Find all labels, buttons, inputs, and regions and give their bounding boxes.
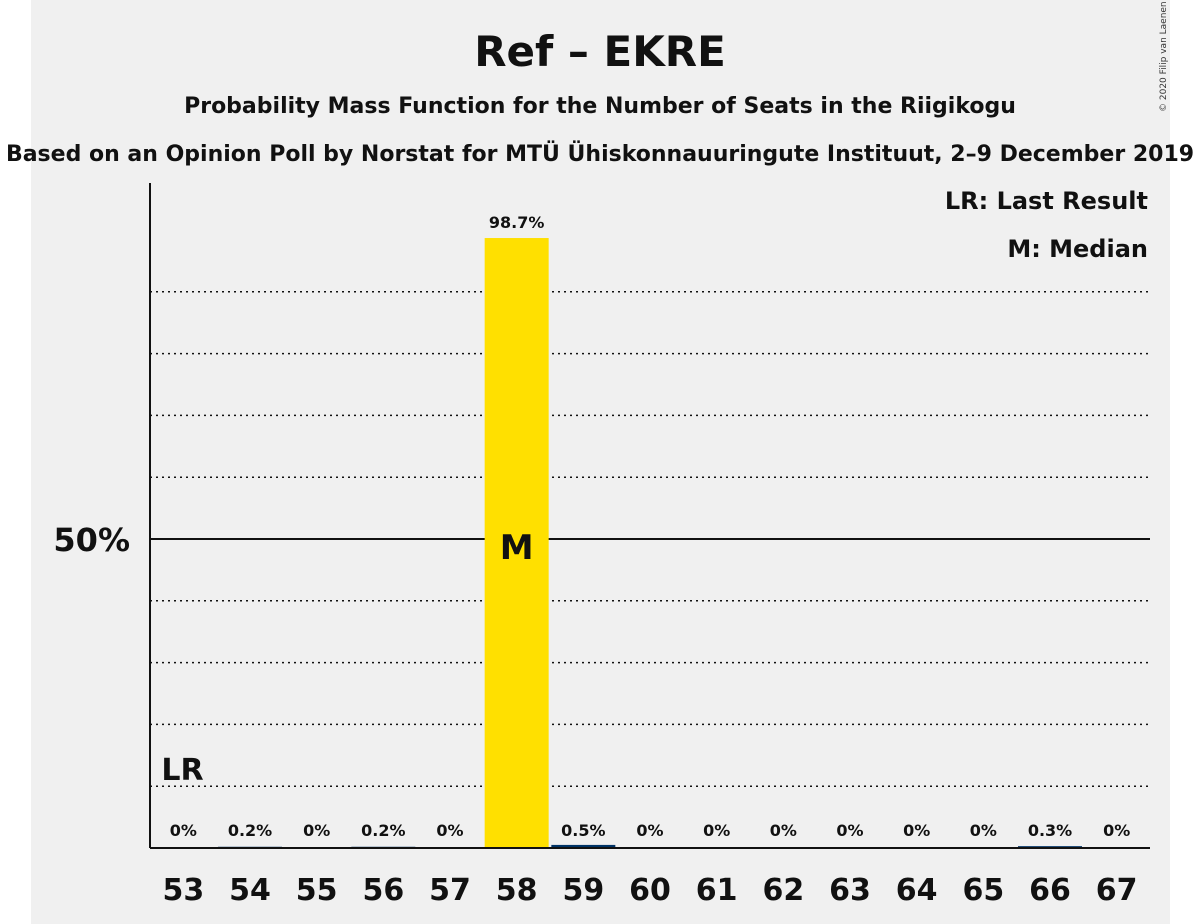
value-labels: 0% 0.2% 0% 0.2% 0% 98.7% 0.5% 0% 0% 0% 0% 0% 0% 0.3% 0…: [170, 213, 1131, 840]
value-label-66: 0.3%: [1028, 821, 1072, 840]
x-tick-64: 64: [896, 873, 938, 908]
value-label-57: 0%: [436, 821, 463, 840]
chart-subtitle: Probability Mass Function for the Number…: [184, 94, 1016, 119]
x-tick-60: 60: [629, 873, 671, 908]
value-label-60: 0%: [636, 821, 663, 840]
value-label-56: 0.2%: [361, 821, 405, 840]
bars: [218, 238, 1082, 848]
x-tick-65: 65: [962, 873, 1004, 908]
median-marker: M: [500, 528, 534, 568]
chart-background: [31, 0, 1170, 924]
x-tick-67: 67: [1096, 873, 1138, 908]
copyright-notice: © 2020 Filip van Laenen: [1159, 1, 1169, 112]
value-label-61: 0%: [703, 821, 730, 840]
value-label-67: 0%: [1103, 821, 1130, 840]
x-tick-56: 56: [362, 873, 404, 908]
value-label-55: 0%: [303, 821, 330, 840]
y-tick-label-50: 50%: [53, 521, 130, 559]
x-tick-labels: 53 54 55 56 57 58 59 60 61 62 63 64 65 66 67: [162, 873, 1137, 908]
value-label-65: 0%: [970, 821, 997, 840]
chart-subtitle-poll: Based on an Opinion Poll by Norstat for …: [6, 141, 1194, 167]
x-tick-58: 58: [496, 873, 538, 908]
value-label-54: 0.2%: [228, 821, 272, 840]
x-tick-54: 54: [229, 873, 271, 908]
x-tick-57: 57: [429, 873, 471, 908]
x-tick-61: 61: [696, 873, 738, 908]
value-label-59: 0.5%: [561, 821, 605, 840]
gridlines: [150, 291, 1150, 787]
chart-title: Ref – EKRE: [474, 27, 726, 76]
x-tick-62: 62: [762, 873, 804, 908]
bar-59: [551, 844, 616, 848]
bar-58: [484, 238, 549, 848]
x-tick-59: 59: [562, 873, 604, 908]
value-label-53: 0%: [170, 821, 197, 840]
value-label-58: 98.7%: [489, 213, 545, 232]
value-label-63: 0%: [836, 821, 863, 840]
legend-median: M: Median: [1007, 235, 1148, 263]
x-tick-55: 55: [296, 873, 338, 908]
value-label-62: 0%: [770, 821, 797, 840]
x-tick-66: 66: [1029, 873, 1071, 908]
x-tick-63: 63: [829, 873, 871, 908]
legend-last-result: LR: Last Result: [945, 187, 1148, 215]
value-label-64: 0%: [903, 821, 930, 840]
last-result-marker: LR: [161, 753, 203, 788]
x-tick-53: 53: [162, 873, 204, 908]
